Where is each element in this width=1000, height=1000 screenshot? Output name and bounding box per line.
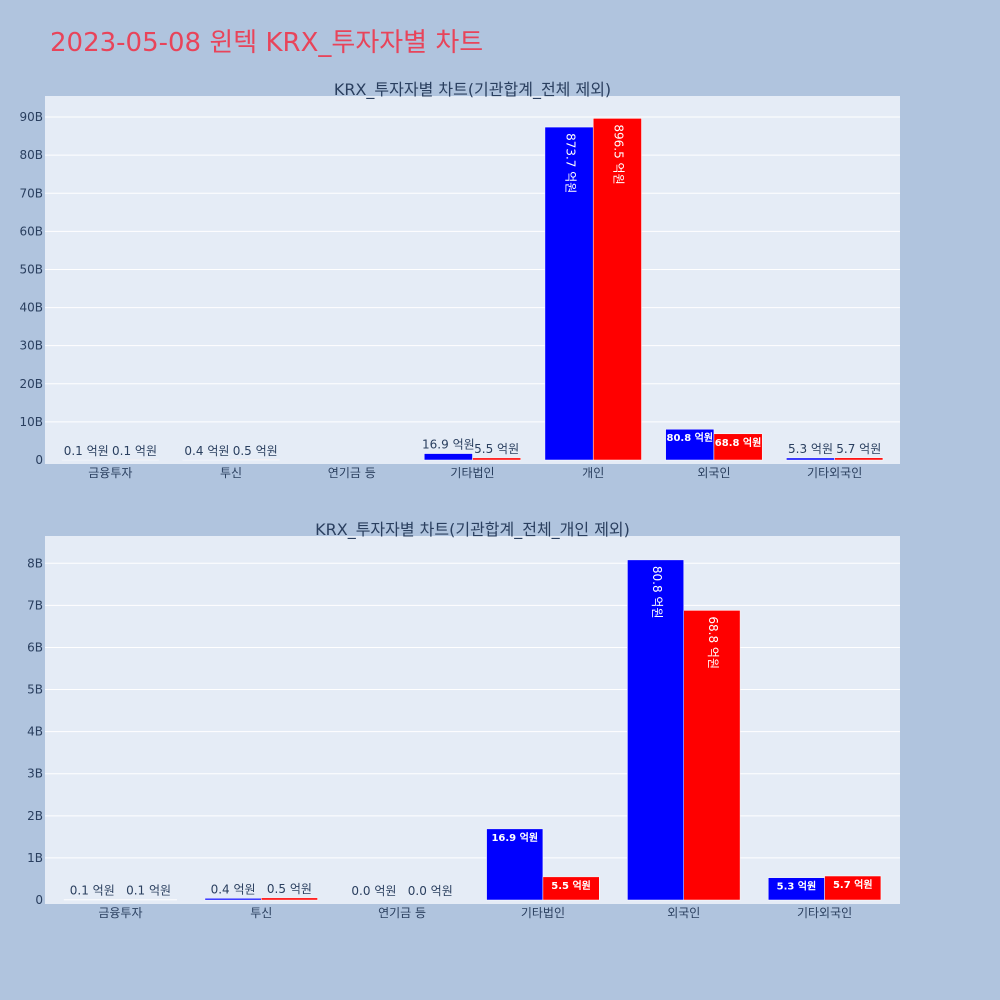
bar-buy — [423, 453, 473, 461]
x-tick-label: 투신 — [250, 906, 272, 920]
x-tick-label: 기타법인 — [521, 906, 565, 920]
y-tick-label: 8B — [27, 556, 43, 570]
data-label: 0.5 억원 — [233, 444, 278, 458]
y-tick-label: 20B — [19, 377, 43, 391]
y-tick-label: 80B — [19, 148, 43, 162]
y-tick-label: 3B — [27, 767, 43, 781]
data-label: 0.5 억원 — [267, 882, 312, 896]
data-label: 5.5 억원 — [551, 879, 591, 892]
data-label: 80.8 억원 — [667, 431, 714, 444]
data-label: 0.4 억원 — [211, 882, 256, 896]
data-label: 0.0 억원 — [351, 884, 396, 898]
y-tick-label: 0 — [35, 893, 43, 907]
bar-buy — [204, 898, 262, 901]
data-label: 68.8 억원 — [715, 436, 762, 449]
x-tick-label: 외국인 — [667, 906, 700, 920]
data-label: 0.1 억원 — [112, 444, 157, 458]
y-tick-label: 5B — [27, 683, 43, 697]
chart-title: KRX_투자자별 차트(기관합계_전체 제외) — [334, 80, 611, 100]
chart-1: KRX_투자자별 차트(기관합계_전체 제외) 0 10B 20B 30B 40B 50B 6… — [19, 80, 900, 480]
y-tick-label: 50B — [19, 262, 43, 276]
y-tick-label: 2B — [27, 809, 43, 823]
bar-buy — [627, 559, 685, 901]
bar-sell — [261, 897, 318, 901]
data-label: 896.5 억원 — [612, 124, 626, 184]
y-tick-label: 4B — [27, 725, 43, 739]
bar-buy — [486, 828, 544, 901]
x-tick-label: 금융투자 — [88, 466, 132, 480]
data-label: 0.1 억원 — [64, 444, 109, 458]
data-label: 5.3 억원 — [788, 442, 833, 456]
y-tick-label: 70B — [19, 186, 43, 200]
y-tick-label: 7B — [27, 598, 43, 612]
bar-buy — [665, 428, 715, 461]
x-tick-label: 연기금 등 — [378, 906, 426, 920]
bar-sell — [834, 457, 884, 461]
y-tick-label: 60B — [19, 224, 43, 238]
data-label: 16.9 억원 — [422, 438, 475, 452]
x-tick-label: 기타외국인 — [807, 466, 862, 480]
bar-sell — [683, 610, 741, 901]
data-label: 80.8 억원 — [650, 566, 664, 619]
bar-sell — [713, 433, 763, 461]
data-label: 873.7 억원 — [563, 133, 577, 193]
y-tick-label: 30B — [19, 339, 43, 353]
data-label: 0.1 억원 — [70, 884, 115, 898]
data-label: 5.3 억원 — [777, 880, 817, 893]
x-tick-label: 투신 — [220, 466, 242, 480]
x-tick-label: 개인 — [582, 466, 604, 480]
data-label: 0.0 억원 — [408, 884, 453, 898]
bar-buy — [544, 126, 594, 461]
bar-sell — [592, 118, 642, 461]
plot-area — [45, 536, 900, 904]
x-tick-label: 연기금 등 — [328, 466, 376, 480]
y-tick-label: 6B — [27, 640, 43, 654]
y-tick-label: 40B — [19, 301, 43, 315]
data-label: 68.8 억원 — [706, 616, 720, 669]
data-label: 5.7 억원 — [836, 442, 881, 456]
x-tick-label: 기타외국인 — [797, 906, 852, 920]
page-title: 2023-05-08 윈텍 KRX_투자자별 차트 — [50, 28, 484, 58]
y-tick-label: 10B — [19, 415, 43, 429]
y-tick-label: 90B — [19, 110, 43, 124]
data-label: 0.1 억원 — [126, 884, 171, 898]
data-label: 16.9 억원 — [491, 831, 538, 844]
bar-sell — [824, 875, 882, 901]
chart-2: KRX_투자자별 차트(기관합계_전체_개인 제외) 0 1B 2B 3B 4B 5B 6B 7… — [27, 520, 900, 920]
plot-area — [45, 96, 900, 464]
bar-sell — [542, 876, 600, 901]
data-label: 5.7 억원 — [833, 878, 873, 891]
data-label: 0.4 억원 — [184, 444, 229, 458]
x-tick-label: 외국인 — [697, 466, 730, 480]
x-tick-label: 금융투자 — [98, 906, 142, 920]
chart-title: KRX_투자자별 차트(기관합계_전체_개인 제외) — [315, 520, 630, 540]
bar-sell — [472, 457, 522, 461]
data-label: 5.5 억원 — [474, 442, 519, 456]
x-tick-label: 기타법인 — [450, 466, 494, 480]
bar-buy — [786, 457, 835, 461]
y-tick-label: 1B — [27, 851, 43, 865]
y-tick-label: 0 — [35, 453, 43, 467]
